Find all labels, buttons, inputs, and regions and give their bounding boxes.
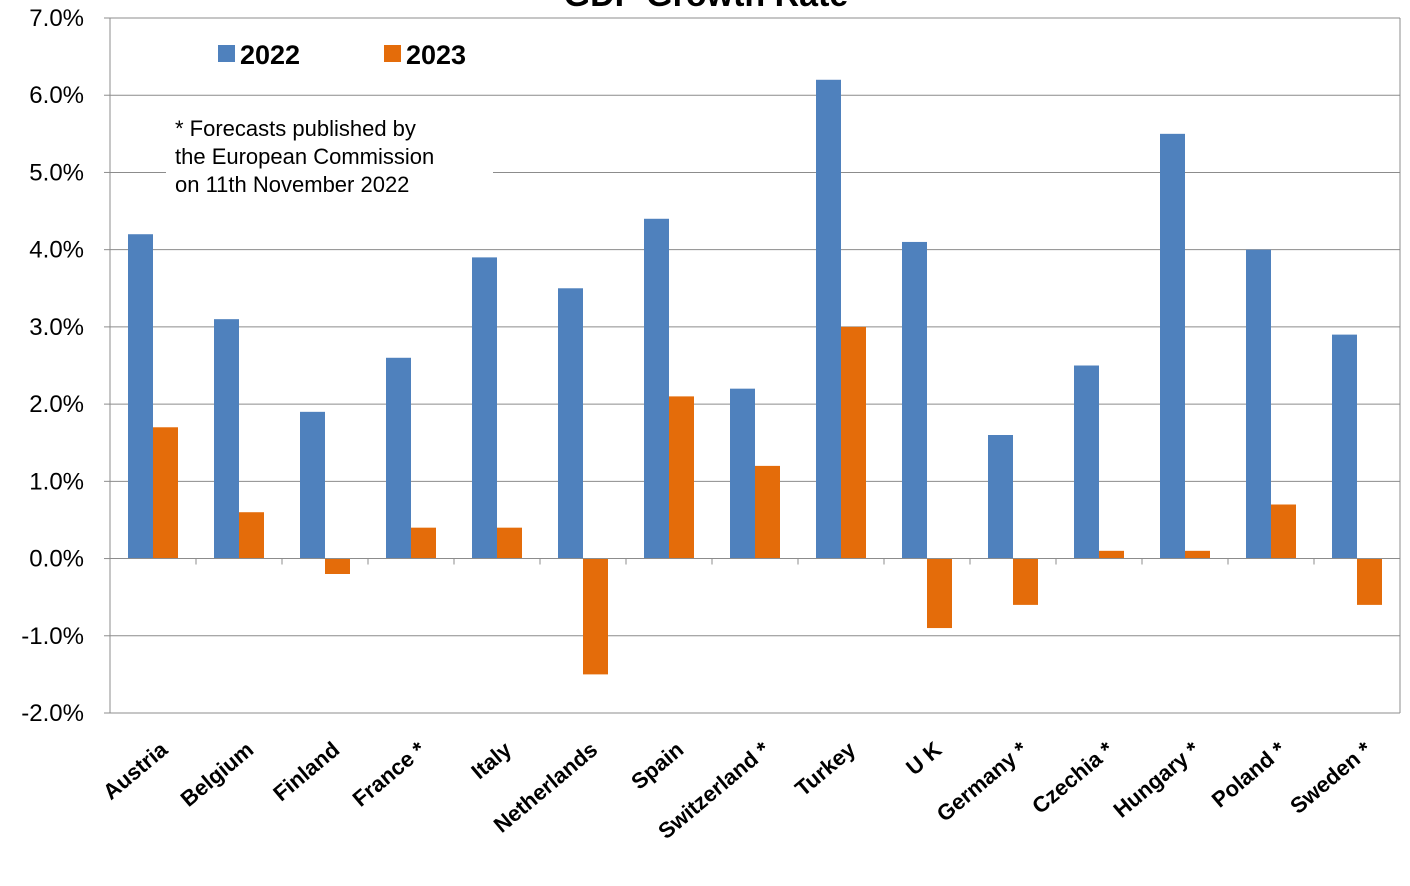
bar-2022-hungary [1160,133,1185,559]
x-tick-label: France * [348,736,431,811]
y-tick-label: 2.0% [29,391,84,418]
bar-2022-belgium [214,319,239,559]
legend-label-2022: 2022 [240,40,300,70]
bars [128,79,1382,675]
y-tick-label: -1.0% [21,623,84,650]
bar-2022-czechia [1074,365,1099,559]
note-background [166,106,493,202]
bar-2022-switzerland [730,388,755,559]
legend: 2022 2023 [218,40,466,70]
x-tick-label: Turkey [790,736,861,801]
bar-2022-spain [644,218,669,559]
note-line: on 11th November 2022 [175,172,409,197]
bar-2022-netherlands [558,288,583,559]
x-tick-label: Poland * [1207,736,1291,812]
bar-2022-turkey [816,79,841,559]
chart-title: GDP Growth Rate [564,0,849,14]
y-tick-label: 6.0% [29,82,84,109]
axes [104,17,1401,714]
y-tick-label: -2.0% [21,700,84,727]
bar-2023-turkey [841,326,866,559]
x-tick-label: Belgium [176,737,259,812]
y-tick-label: 4.0% [29,237,84,264]
bar-2023-austria [153,427,178,559]
bar-2022-sweden [1332,334,1357,559]
note-line: * Forecasts published by [175,116,416,141]
bar-2023-switzerland [755,465,780,559]
legend-swatch-2023 [384,45,401,62]
y-tick-label: 0.0% [29,546,84,573]
bar-2022-austria [128,234,153,559]
y-tick-label: 7.0% [29,5,84,32]
bar-2023-germany [1013,558,1038,605]
bar-2023-spain [669,396,694,559]
bar-2022-france [386,357,411,559]
bar-2023-uk [927,558,952,629]
bar-2022-uk [902,241,927,559]
legend-label-2023: 2023 [406,40,466,70]
forecast-note: * Forecasts published by the European Com… [166,106,493,202]
y-tick-label: 3.0% [29,314,84,341]
bar-2023-poland [1271,504,1296,559]
bar-2023-belgium [239,512,264,559]
bar-2023-sweden [1357,558,1382,605]
y-tick-label: 1.0% [29,468,84,495]
x-tick-label: Sweden * [1285,736,1376,818]
legend-swatch-2022 [218,45,235,62]
x-tick-label: Finland [268,737,344,806]
x-tick-label: Germany * [932,736,1033,826]
x-tick-label: Czechia * [1027,736,1118,818]
x-tick-label: Hungary * [1109,736,1205,822]
bar-2023-finland [325,558,350,574]
x-tick-label: U K [901,737,946,781]
x-tick-label: Austria [98,736,173,804]
bar-2023-italy [497,527,522,559]
bar-2023-czechia [1099,550,1124,559]
bar-2022-finland [300,411,325,559]
bar-2022-poland [1246,249,1271,559]
bar-2023-hungary [1185,550,1210,559]
bar-2022-italy [472,257,497,559]
bar-2023-netherlands [583,558,608,675]
x-tick-label: Spain [626,737,688,795]
bar-2022-germany [988,435,1013,559]
y-tick-label: 5.0% [29,159,84,186]
x-tick-label: Italy [466,736,516,784]
note-line: the European Commission [175,144,434,169]
bar-2023-france [411,527,436,559]
